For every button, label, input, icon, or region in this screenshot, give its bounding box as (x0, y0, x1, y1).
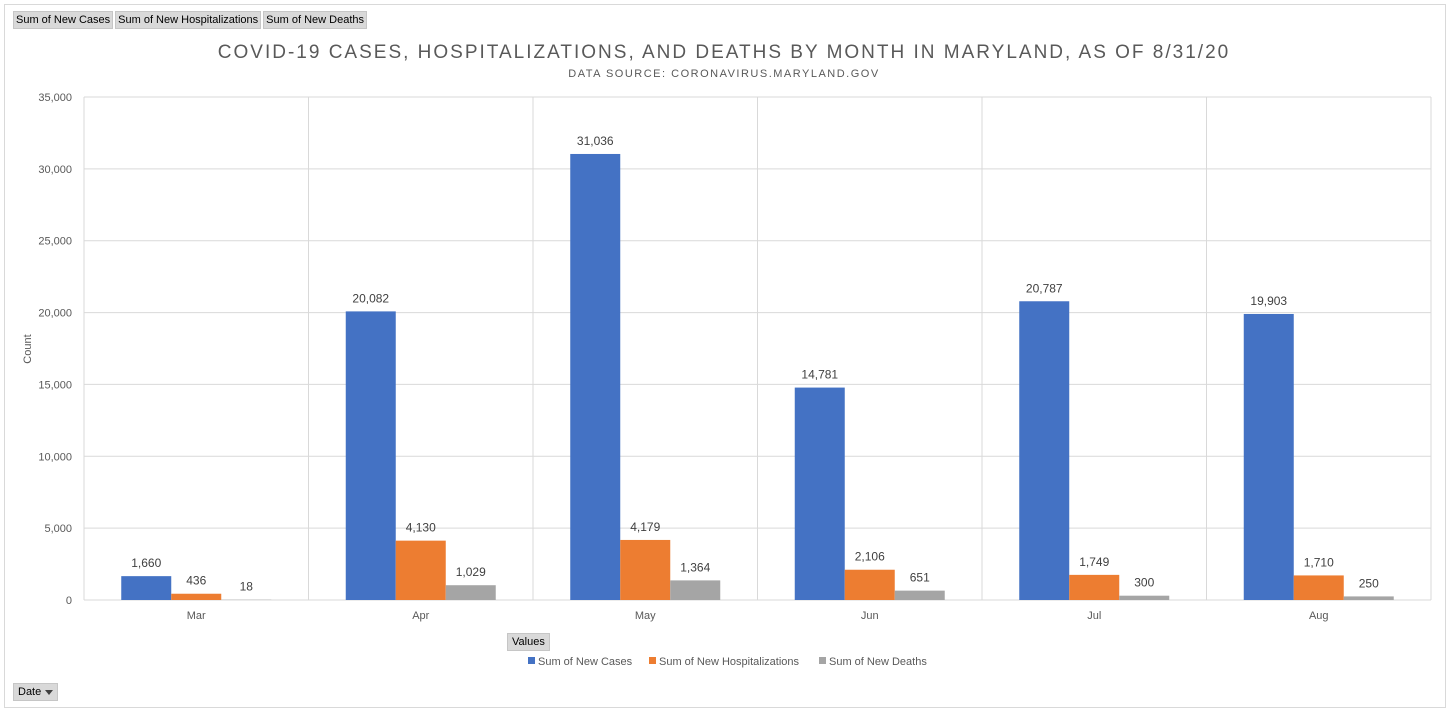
legend-label: Sum of New Hospitalizations (659, 656, 800, 668)
legend-swatch (819, 657, 826, 664)
x-tick-label: Mar (187, 610, 206, 622)
date-filter-button[interactable]: Date (13, 683, 59, 701)
data-label: 4,130 (406, 521, 436, 535)
data-label: 1,749 (1079, 555, 1109, 569)
legend: Sum of New Cases Sum of New Hospitalizati… (528, 656, 927, 668)
data-label: 300 (1134, 576, 1154, 590)
data-label: 4,179 (630, 520, 660, 534)
field-button-new-deaths[interactable]: Sum of New Deaths (263, 11, 367, 29)
legend-label: Sum of New Deaths (829, 656, 927, 668)
y-tick-label: 15,000 (38, 379, 72, 391)
data-label: 19,903 (1250, 294, 1287, 308)
data-labels: 1,660 436 18 20,082 4,130 1,029 31,036 4,179 1,3… (131, 134, 1379, 594)
data-label: 250 (1359, 576, 1379, 590)
dropdown-arrow-icon[interactable] (45, 689, 54, 695)
data-label: 1,660 (131, 556, 161, 570)
y-axis-title: Count (22, 334, 34, 363)
bar (620, 539, 671, 600)
y-axis-ticks: 0 5,000 10,000 15,000 20,000 25,000 30,000 35,0… (38, 92, 72, 607)
y-tick-label: 30,000 (38, 164, 72, 176)
bar (1243, 313, 1294, 600)
x-tick-label: Jun (861, 610, 879, 622)
data-label: 1,710 (1304, 555, 1334, 569)
chart-frame (4, 4, 1446, 708)
gridlines (83, 96, 1432, 601)
bar (345, 311, 396, 600)
field-button-new-cases[interactable]: Sum of New Cases (13, 11, 114, 29)
data-label: 2,106 (855, 550, 885, 564)
bar (894, 590, 945, 600)
bar (1069, 574, 1120, 600)
chart-title: COVID-19 CASES, HOSPITALIZATIONS, AND DE… (218, 42, 1230, 63)
legend-swatch (649, 657, 656, 664)
legend-label: Sum of New Cases (538, 656, 633, 668)
x-tick-label: May (635, 610, 656, 622)
bar (171, 593, 222, 600)
data-label: 14,781 (801, 368, 838, 382)
y-tick-label: 25,000 (38, 236, 72, 248)
bar (844, 569, 895, 600)
bar (395, 540, 446, 600)
chart-subtitle: DATA SOURCE: CORONAVIRUS.MARYLAND.GOV (568, 68, 879, 80)
bar (445, 585, 496, 600)
x-tick-label: Aug (1309, 610, 1329, 622)
x-axis-ticks: Mar Apr May Jun Jul Aug (187, 610, 1329, 622)
value-field-buttons: Sum of New Cases Sum of New Hospitalizat… (13, 11, 367, 29)
bar (794, 387, 845, 600)
bar (121, 576, 172, 600)
data-label: 20,082 (352, 291, 389, 305)
bars (121, 153, 1394, 601)
bar (1293, 575, 1344, 600)
legend-swatch (528, 657, 535, 664)
data-label: 436 (186, 574, 206, 588)
bar (1119, 595, 1170, 600)
bar (1343, 596, 1394, 600)
bar (1019, 301, 1070, 600)
x-tick-label: Jul (1087, 610, 1101, 622)
y-tick-label: 5,000 (44, 523, 72, 535)
date-filter-label: Date (18, 686, 42, 698)
bar (670, 580, 721, 600)
bar (570, 153, 621, 601)
y-tick-label: 10,000 (38, 451, 72, 463)
field-button-new-hospitalizations[interactable]: Sum of New Hospitalizations (115, 11, 262, 29)
data-label: 651 (910, 571, 930, 585)
y-tick-label: 35,000 (38, 92, 72, 104)
y-tick-label: 0 (66, 595, 72, 607)
y-tick-label: 20,000 (38, 308, 72, 320)
data-label: 20,787 (1026, 281, 1063, 295)
data-label: 1,029 (456, 565, 486, 579)
x-tick-label: Apr (412, 610, 429, 622)
values-field-button[interactable]: Values (507, 633, 550, 651)
data-label: 18 (240, 580, 254, 594)
data-label: 1,364 (680, 560, 710, 574)
data-label: 31,036 (577, 134, 614, 148)
